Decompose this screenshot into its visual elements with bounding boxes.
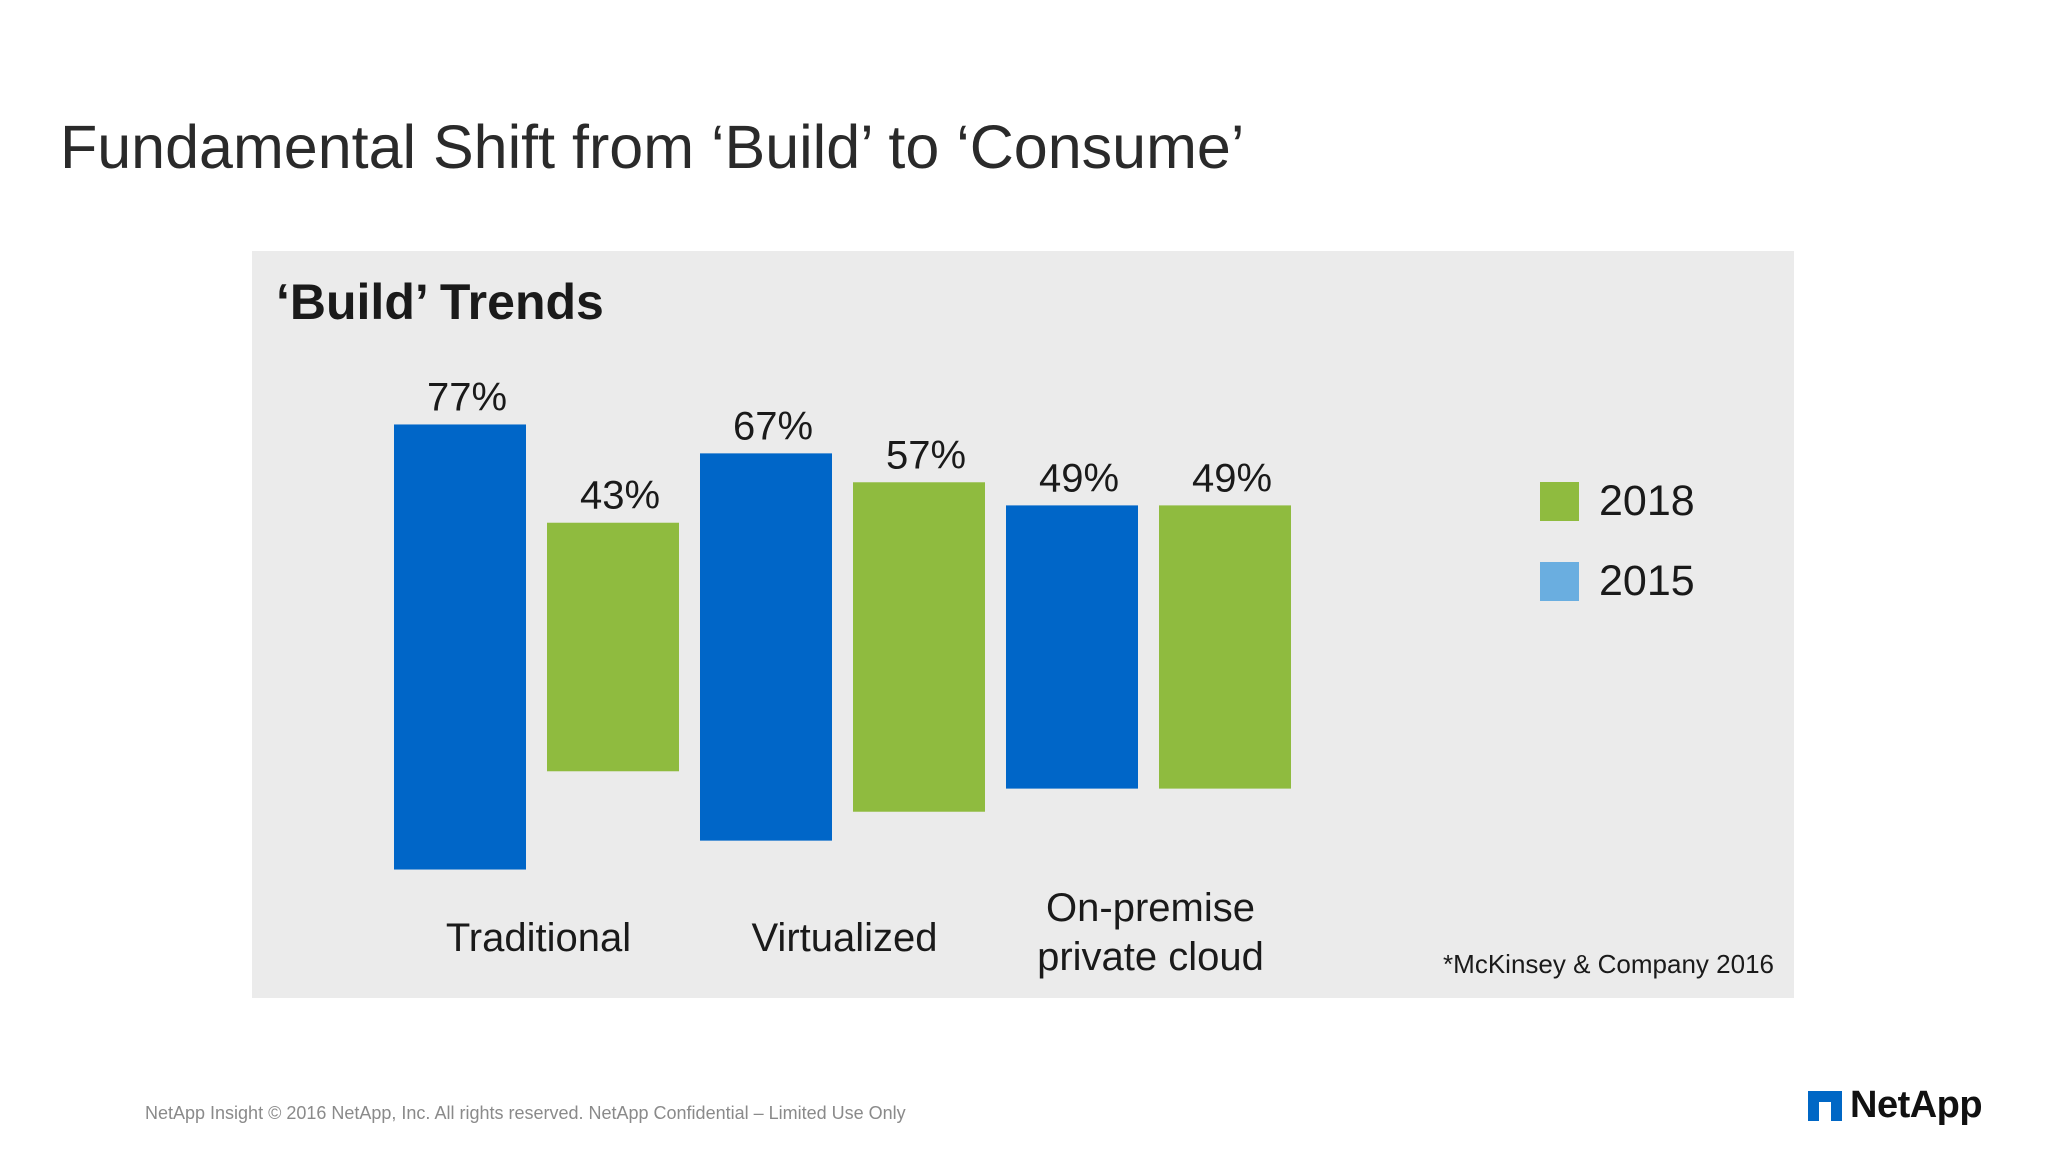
legend-swatch-2018 — [1540, 481, 1579, 521]
category-label-line: On-premise — [1046, 886, 1255, 930]
bar-value-label: 57% — [886, 433, 966, 477]
legend-label-2015: 2015 — [1599, 556, 1695, 605]
bar-2015-0 — [394, 424, 526, 870]
bar-value-label: 49% — [1039, 456, 1119, 500]
legend-swatch-2015 — [1540, 561, 1579, 601]
slide-title: Fundamental Shift from ‘Build’ to ‘Consu… — [60, 113, 1245, 181]
source-note: *McKinsey & Company 2016 — [1443, 949, 1774, 979]
bar-2018-0 — [547, 522, 679, 772]
category-label: On-premise private cloud — [1037, 886, 1264, 979]
chart-title: ‘Build’ Trends — [276, 274, 604, 330]
legend-label-2018: 2018 — [1599, 476, 1695, 525]
bar-value-label: 49% — [1192, 456, 1272, 500]
netapp-logo: NetApp — [1808, 1084, 1983, 1127]
netapp-logo-icon — [1808, 1090, 1842, 1121]
bar-2015-2 — [1006, 505, 1138, 789]
bar-value-label: 67% — [733, 404, 813, 448]
bar-value-label: 43% — [580, 474, 660, 518]
bar-chart: 77% 43% Traditional 67% 57% Virtualized 49% 49%… — [394, 375, 1291, 979]
chart-legend: 2018 2015 — [1540, 461, 1695, 621]
category-label: Virtualized — [751, 916, 937, 960]
legend-item-2018: 2018 — [1540, 461, 1695, 541]
category-label-line: Virtualized — [751, 916, 937, 960]
chart-panel: ‘Build’ Trends 77% 43% Traditional 67% 57% Vi… — [252, 251, 1794, 998]
category-label-line: Traditional — [446, 916, 631, 960]
category-label-line: private cloud — [1037, 935, 1264, 979]
bar-2015-1 — [700, 453, 832, 841]
footer-copyright: NetApp Insight © 2016 NetApp, Inc. All r… — [145, 1103, 906, 1123]
bar-2018-1 — [853, 482, 985, 812]
category-label: Traditional — [446, 916, 631, 960]
legend-item-2015: 2015 — [1540, 541, 1695, 621]
netapp-logo-text: NetApp — [1850, 1084, 1983, 1126]
bar-value-label: 77% — [427, 375, 507, 419]
bar-2018-2 — [1159, 505, 1291, 789]
